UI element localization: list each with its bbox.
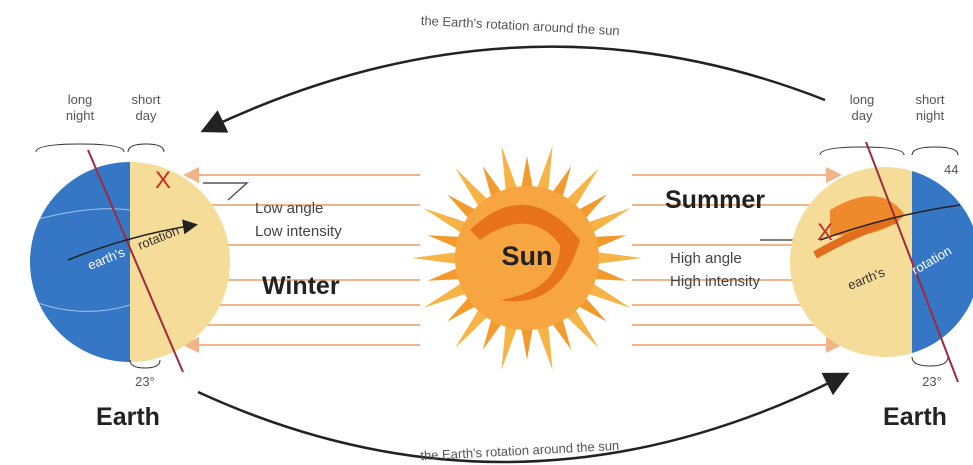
season-label: Summer xyxy=(665,186,765,214)
sun-ray xyxy=(536,323,552,370)
brace xyxy=(36,144,164,152)
caption: long xyxy=(68,92,93,107)
caption: day xyxy=(852,108,873,123)
earth-label: Earth xyxy=(96,403,160,431)
sun-ray xyxy=(521,156,533,190)
latitude-label: 44 xyxy=(944,162,958,177)
angle-label: Low angle xyxy=(255,200,323,217)
earth-label: Earth xyxy=(883,403,947,431)
sun-ray xyxy=(595,252,642,264)
sun-ray xyxy=(412,252,459,264)
caption: short xyxy=(916,92,945,107)
intensity-label: Low intensity xyxy=(255,223,342,240)
sun-ray xyxy=(501,323,517,370)
marker: X xyxy=(817,219,833,246)
caption: night xyxy=(916,108,945,123)
angle-icon xyxy=(203,183,247,200)
caption: short xyxy=(132,92,161,107)
angle-label: High angle xyxy=(670,250,742,267)
tilt-label: 23° xyxy=(922,374,942,389)
brace xyxy=(912,357,948,366)
sun-label: Sun xyxy=(502,241,553,271)
orbit-arc xyxy=(205,47,825,130)
earth xyxy=(30,160,230,370)
tilt-label: 23° xyxy=(135,374,155,389)
intensity-label: High intensity xyxy=(670,273,761,290)
diagram: the Earth's rotation around the sun the … xyxy=(0,0,973,465)
caption: night xyxy=(66,108,95,123)
season-label: Winter xyxy=(262,272,340,300)
orbit-label: the Earth's rotation around the sun xyxy=(420,13,620,38)
sun-ray xyxy=(521,326,533,360)
brace xyxy=(820,147,958,155)
marker: X xyxy=(155,167,171,194)
sun-ray xyxy=(536,146,552,193)
orbit-label: the Earth's rotation around the sun xyxy=(420,438,620,463)
sun-ray xyxy=(501,146,517,193)
caption: long xyxy=(850,92,875,107)
caption: day xyxy=(136,108,157,123)
